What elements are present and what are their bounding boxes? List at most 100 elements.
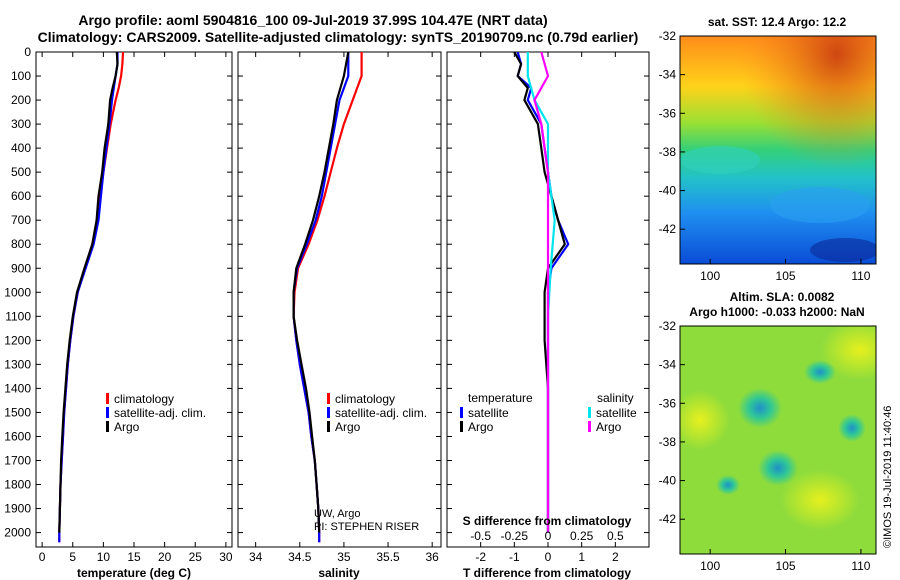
depth-tick-label: 200 xyxy=(11,93,31,107)
temperature-panel-frame xyxy=(35,51,233,548)
difference-legend: temperature salinity satellite Argo sate… xyxy=(460,391,637,434)
map-y-tick-label: -38 xyxy=(659,145,677,159)
x-tick-label: 10 xyxy=(97,550,111,564)
x-tick-label: 20 xyxy=(158,550,172,564)
depth-tick-label: 800 xyxy=(11,237,31,251)
map-y-tick-label: -38 xyxy=(659,435,677,449)
x-tick-label: 34 xyxy=(249,550,263,564)
sla-eddy xyxy=(758,450,798,486)
depth-tick-label: 1700 xyxy=(4,453,31,467)
map-x-tick-label: 100 xyxy=(700,559,720,573)
difference-xlabel: T difference from climatology xyxy=(463,566,631,580)
sla-map-axes: 100 105 110 -32 -34 -36 -38 -40 -42 xyxy=(659,319,871,573)
s-tick-label: 0.5 xyxy=(607,529,624,543)
depth-tick-label: 1400 xyxy=(4,381,31,395)
sst-map-frame xyxy=(679,35,877,265)
x-tick-label: 34.5 xyxy=(288,550,312,564)
legend-label-argo: Argo xyxy=(335,420,361,434)
salinity-legend: climatology satellite-adj. clim. Argo xyxy=(327,392,427,434)
map-x-tick-label: 105 xyxy=(776,559,796,573)
salinity-x-axis: 34 34.5 35 35.5 36 xyxy=(249,52,439,564)
x-tick-label: 35.5 xyxy=(376,550,400,564)
legend-title-temperature: temperature xyxy=(468,391,533,405)
series-line-argo xyxy=(292,52,350,533)
temperature-legend: climatology satellite-adj. clim. Argo xyxy=(106,392,206,434)
sla-eddy xyxy=(738,388,782,428)
x-tick-label: 30 xyxy=(219,550,233,564)
x-tick-label: 25 xyxy=(189,550,203,564)
x-tick-label: 35 xyxy=(337,550,351,564)
x-tick-label: 1 xyxy=(578,550,585,564)
s-tick-label: -0.5 xyxy=(470,529,491,543)
map-x-tick-label: 105 xyxy=(776,269,796,283)
depth-tick-label: 2000 xyxy=(4,526,31,540)
map-y-tick-label: -36 xyxy=(659,106,677,120)
x-tick-label: 2 xyxy=(612,550,619,564)
sla-eddy xyxy=(838,414,866,442)
legend-marker-climatology xyxy=(327,393,330,404)
legend-marker-argo xyxy=(327,421,330,432)
s-tick-label: 0.25 xyxy=(570,529,594,543)
map-x-tick-label: 100 xyxy=(700,269,720,283)
x-tick-label: 0 xyxy=(39,550,46,564)
legend-label-argo: Argo xyxy=(114,420,140,434)
sst-eddy xyxy=(770,187,870,223)
legend-marker-argo xyxy=(106,421,109,432)
series-line-climatology xyxy=(292,52,363,543)
difference-x-axis: -2 -1 0 1 2 -0.5 -0.25 0 0.25 0.5 xyxy=(470,52,624,564)
map-y-tick-label: -40 xyxy=(659,184,677,198)
s-difference-label: S difference from climatology xyxy=(463,514,632,528)
x-tick-label: -1 xyxy=(509,550,520,564)
series-line-salinity-argo xyxy=(533,52,550,533)
depth-tick-label: 1600 xyxy=(4,429,31,443)
legend-label-t-satellite: satellite xyxy=(468,406,509,420)
title-line-2: Climatology: CARS2009. Satellite-adjuste… xyxy=(38,29,639,45)
legend-marker-t-satellite xyxy=(460,407,463,418)
sst-map-title: sat. SST: 12.4 Argo: 12.2 xyxy=(708,15,847,29)
legend-label-satellite: satellite-adj. clim. xyxy=(114,406,206,420)
sla-high xyxy=(680,390,730,450)
map-y-tick-label: -36 xyxy=(659,396,677,410)
imos-watermark: ©IMOS 19-Jul-2019 11:40:46 xyxy=(882,406,894,548)
legend-marker-satellite xyxy=(327,407,330,418)
salinity-panel-frame xyxy=(237,51,442,548)
depth-tick-label: 400 xyxy=(11,141,31,155)
legend-label-t-argo: Argo xyxy=(468,420,494,434)
depth-tick-label: 300 xyxy=(11,117,31,131)
map-y-tick-label: -42 xyxy=(659,512,677,526)
depth-tick-label: 900 xyxy=(11,261,31,275)
s-tick-label: 0 xyxy=(545,529,552,543)
depth-tick-label: 1000 xyxy=(4,285,31,299)
depth-tick-label: 600 xyxy=(11,189,31,203)
map-y-tick-label: -32 xyxy=(659,319,677,333)
series-line-climatology xyxy=(58,52,125,543)
x-tick-label: 15 xyxy=(127,550,141,564)
depth-tick-label: 500 xyxy=(11,165,31,179)
legend-label-s-argo: Argo xyxy=(596,420,622,434)
depth-tick-label: 1300 xyxy=(4,357,31,371)
legend-title-salinity: salinity xyxy=(597,391,634,405)
sla-high xyxy=(780,470,860,530)
legend-label-satellite: satellite-adj. clim. xyxy=(335,406,427,420)
depth-axis: 0 100 200 300 400 500 600 700 800 900 1000 1100 1200… xyxy=(4,45,649,540)
series-line-satellite-adj-clim- xyxy=(292,52,350,543)
pi-text: PI: STEPHEN RISER xyxy=(314,521,419,533)
legend-label-climatology: climatology xyxy=(114,392,174,406)
salinity-xlabel: salinity xyxy=(318,566,360,580)
series-line-temperature-satellite xyxy=(516,52,570,533)
credit-text: UW, Argo xyxy=(314,508,360,520)
sst-eddy xyxy=(810,238,876,262)
map-x-tick-label: 110 xyxy=(851,269,870,283)
temperature-series xyxy=(58,52,125,543)
legend-marker-s-satellite xyxy=(588,407,591,418)
depth-tick-label: 100 xyxy=(11,69,31,83)
sst-eddy xyxy=(680,146,760,174)
x-tick-label: 5 xyxy=(69,550,76,564)
temperature-xlabel: temperature (deg C) xyxy=(77,566,191,580)
sst-map xyxy=(680,36,876,264)
title-line-1: Argo profile: aoml 5904816_100 09-Jul-20… xyxy=(78,12,547,28)
sla-map-frame xyxy=(679,325,877,555)
map-x-tick-label: 110 xyxy=(851,559,870,573)
